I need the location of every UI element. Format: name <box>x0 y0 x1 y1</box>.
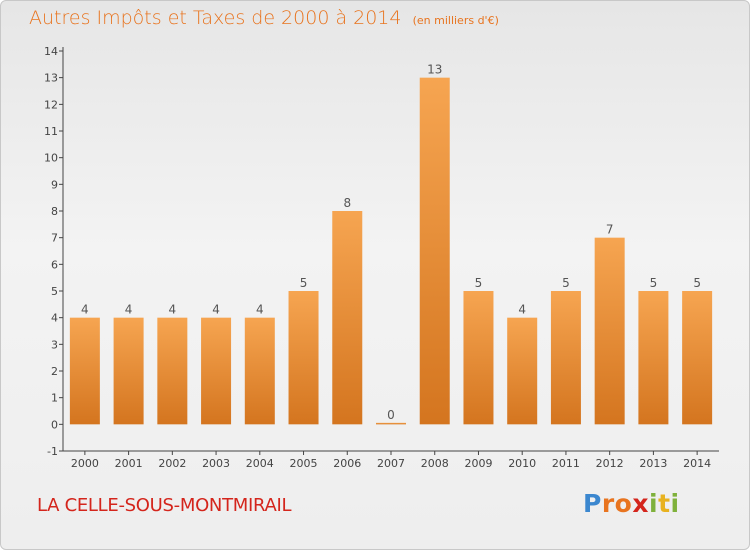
data-label: 8 <box>343 196 351 210</box>
x-tick-label: 2009 <box>464 457 492 470</box>
x-tick-label: 2004 <box>246 457 274 470</box>
data-label: 4 <box>518 303 526 317</box>
x-tick-label: 2010 <box>508 457 536 470</box>
data-label: 5 <box>562 276 570 290</box>
bar <box>69 317 100 425</box>
bar <box>288 291 319 425</box>
bar <box>201 317 232 425</box>
data-label: 13 <box>427 63 442 77</box>
x-tick-label: 2003 <box>202 457 230 470</box>
data-label: 4 <box>212 303 220 317</box>
bar <box>113 317 144 425</box>
data-label: 4 <box>256 303 264 317</box>
y-tick-label: 1 <box>51 392 58 405</box>
x-tick-label: 2001 <box>115 457 143 470</box>
x-tick-label: 2014 <box>683 457 711 470</box>
bar <box>157 317 188 425</box>
data-label: 0 <box>387 408 395 422</box>
bar <box>682 291 713 425</box>
data-label: 5 <box>693 276 701 290</box>
x-tick-label: 2011 <box>552 457 580 470</box>
chart-title: Autres Impôts et Taxes de 2000 à 2014 <box>29 7 402 29</box>
data-label: 5 <box>475 276 483 290</box>
logo-letter: P <box>583 489 602 518</box>
bars <box>69 77 713 425</box>
data-label: 5 <box>650 276 658 290</box>
logo-letter: o <box>614 489 633 518</box>
x-tick-label: 2013 <box>639 457 667 470</box>
bar <box>376 422 406 425</box>
x-tick-label: 2006 <box>333 457 361 470</box>
bar <box>244 317 275 425</box>
y-tick-label: 12 <box>44 98 58 111</box>
x-tick-label: 2005 <box>290 457 318 470</box>
logo-letter: i <box>670 489 680 518</box>
logo-letter: r <box>601 489 615 518</box>
x-tick-label: 2000 <box>71 457 99 470</box>
title-row: Autres Impôts et Taxes de 2000 à 2014 (e… <box>29 7 499 29</box>
x-tick-label: 2002 <box>158 457 186 470</box>
y-tick-label: 0 <box>51 418 58 431</box>
bar <box>332 211 363 425</box>
data-labels: 4 4 4 4 4 5 8 0 13 5 4 5 7 5 5 <box>81 63 701 422</box>
logo-letter: t <box>658 489 671 518</box>
y-tick-label: 2 <box>51 365 58 378</box>
data-label: 4 <box>81 303 89 317</box>
y-tick-label: -1 <box>47 445 58 458</box>
commune-name: LA CELLE-SOUS-MONTMIRAIL <box>37 495 292 516</box>
bar <box>463 291 494 425</box>
x-tick-label: 2012 <box>596 457 624 470</box>
y-tick-label: 14 <box>44 45 58 58</box>
bar <box>550 291 581 425</box>
y-tick-label: 5 <box>51 285 58 298</box>
y-tick-label: 9 <box>51 178 58 191</box>
y-tick-label: 11 <box>44 125 58 138</box>
bar <box>594 237 625 425</box>
bar <box>507 317 538 425</box>
y-tick-label: 8 <box>51 205 58 218</box>
data-label: 4 <box>125 303 133 317</box>
logo-letter: x <box>632 489 649 518</box>
y-tick-label: 6 <box>51 258 58 271</box>
x-tick-label: 2007 <box>377 457 405 470</box>
proxiti-logo[interactable]: Proxiti <box>583 489 680 518</box>
data-label: 4 <box>169 303 177 317</box>
chart-subtitle: (en milliers d'€) <box>412 14 499 27</box>
x-tick-label: 2008 <box>421 457 449 470</box>
y-tick-label: 7 <box>51 232 58 245</box>
bar <box>638 291 669 425</box>
y-tick-label: 3 <box>51 338 58 351</box>
logo-letter: i <box>649 489 659 518</box>
data-label: 5 <box>300 276 308 290</box>
y-tick-label: 4 <box>51 312 58 325</box>
y-tick-label: 13 <box>44 72 58 85</box>
bar <box>419 77 450 425</box>
y-tick-label: 10 <box>44 152 58 165</box>
data-label: 7 <box>606 223 614 237</box>
